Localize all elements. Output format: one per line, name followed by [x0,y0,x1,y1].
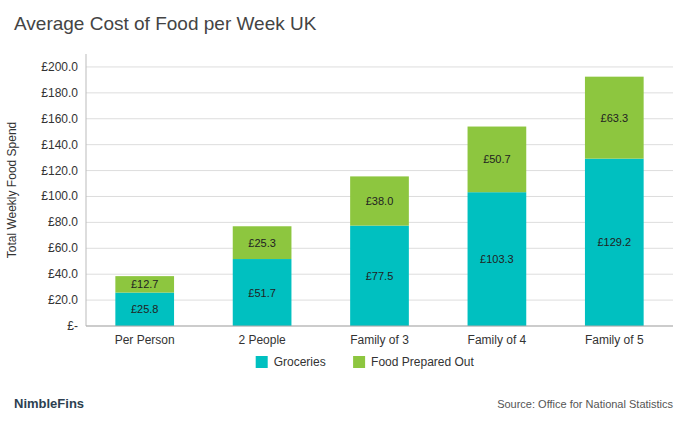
grid-line [86,326,673,327]
y-tick-label: £160.0 [41,112,78,126]
data-label: £50.7 [483,153,511,165]
data-labels: £25.8 £51.7 £77.5 £103.3 £129.2 £12.7 £25.3 £38… [131,112,631,316]
y-tick-label: £120.0 [41,164,78,178]
y-tick-label: £40.0 [48,267,78,281]
x-tick-label: Family of 4 [468,333,527,347]
data-label: £25.3 [248,237,276,249]
data-label: £25.8 [131,303,159,315]
data-label: £129.2 [597,236,631,248]
grid-line [86,66,673,67]
legend-swatch [256,356,268,368]
bar [468,127,527,193]
bar [115,293,174,326]
y-axis-line [86,54,87,326]
bar [350,226,409,326]
bar [585,159,644,326]
y-tick-label: £180.0 [41,86,78,100]
bar [115,276,174,292]
y-tick-label: £140.0 [41,138,78,152]
x-tick-label: Family of 3 [350,333,409,347]
source-note: Source: Office for National Statistics [497,398,673,410]
data-label: £38.0 [366,195,394,207]
y-tick-label: £20.0 [48,293,78,307]
chart: Average Cost of Food per Week UK Total We… [0,0,693,426]
title: Average Cost of Food per Week UK [14,13,317,34]
legend: Groceries Food Prepared Out [256,355,475,369]
y-tick-label: £80.0 [48,215,78,229]
x-tick-label: Family of 5 [585,333,644,347]
legend-entry: Groceries [274,355,326,369]
y-tick-label: £100.0 [41,189,78,203]
bar [585,77,644,159]
legend-entry: Food Prepared Out [371,355,474,369]
bar [468,192,527,326]
x-axis-line [86,326,673,327]
y-tick-label: £60.0 [48,241,78,255]
y-tick-label: £- [67,319,78,333]
bar [350,176,409,225]
data-label: £12.7 [131,278,159,290]
grid [86,67,673,326]
brand: NimbleFins [14,396,84,411]
x-tick-label: Per Person [115,333,175,347]
bar [233,259,292,326]
bar [233,226,292,259]
data-label: £63.3 [601,112,629,124]
y-axis-label: Total Weekly Food Spend [5,122,19,259]
data-label: £77.5 [366,270,394,282]
bars [115,77,643,326]
y-tick-label: £200.0 [41,60,78,74]
x-tick-label: 2 People [238,333,286,347]
data-label: £103.3 [480,253,514,265]
legend-swatch [353,356,365,368]
data-label: £51.7 [248,287,276,299]
